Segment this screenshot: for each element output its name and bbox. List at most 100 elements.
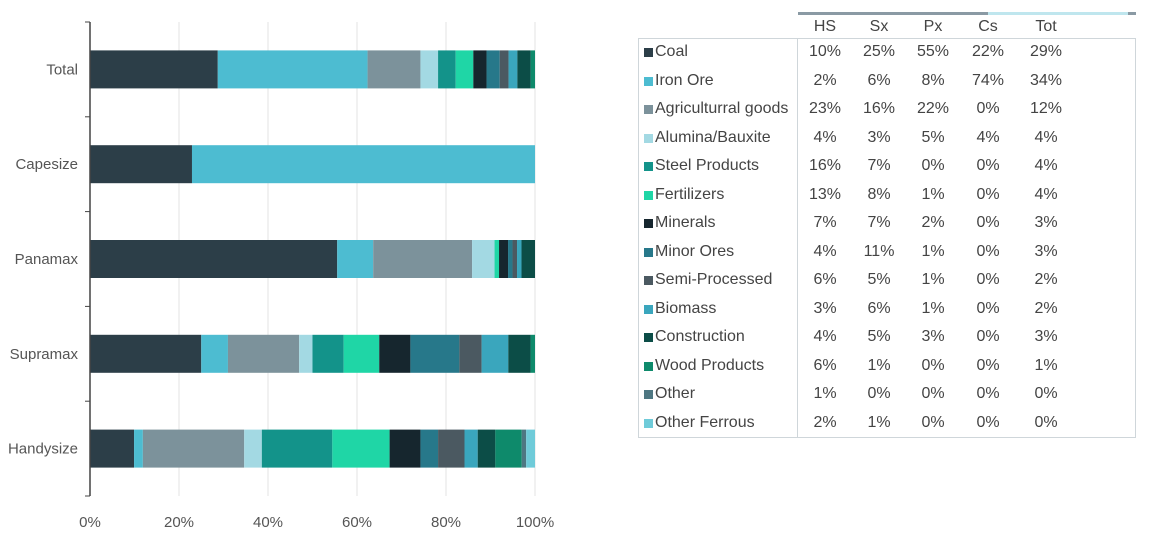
- bar-segment-total-minerals: [473, 50, 487, 89]
- cell-cs: 74%: [971, 71, 1005, 89]
- bar-segment-total-biomass: [508, 50, 518, 89]
- bar-segment-panamax-construction: [521, 240, 535, 278]
- legend-swatch: [644, 276, 653, 285]
- cell-cs: 0%: [976, 242, 1000, 260]
- bar-segment-total-minor-ores: [486, 50, 500, 89]
- legend-swatch: [644, 390, 653, 399]
- column-header-cs: Cs: [978, 18, 998, 35]
- bar-segment-supramax-coal: [90, 334, 202, 373]
- legend-swatch: [644, 247, 653, 257]
- row-label: Other Ferrous: [655, 413, 755, 431]
- cell-px: 0%: [921, 157, 945, 174]
- legend-swatch: [644, 361, 653, 371]
- bar-segment-handysize-agriculturral-goods: [142, 429, 245, 468]
- cell-cs: 0%: [976, 356, 1000, 374]
- bar-segment-supramax-biomass: [481, 334, 509, 373]
- category-label: Supramax: [10, 346, 79, 363]
- category-label: Handysize: [8, 441, 78, 458]
- cell-cs: 0%: [976, 185, 1000, 203]
- cell-hs: 6%: [813, 271, 837, 288]
- cell-cs: 0%: [976, 100, 1000, 117]
- table-row: Agriculturral goods 23% 16% 22% 0% 12%: [638, 96, 1136, 124]
- cell-sx: 5%: [867, 271, 891, 288]
- bar-segment-panamax-coal: [90, 240, 338, 278]
- bar-segment-handysize-other-ferrous: [526, 429, 535, 468]
- x-tick-label: 60%: [342, 514, 372, 531]
- cell-px: 1%: [921, 242, 945, 260]
- row-label: Wood Products: [655, 356, 765, 374]
- table-row: Other Ferrous 2% 1% 0% 0% 0%: [638, 410, 1136, 438]
- table-row: Semi-Processed 6% 5% 1% 0% 2%: [638, 267, 1136, 295]
- cell-cs: 0%: [976, 328, 1000, 345]
- bar-segment-total-coal: [90, 50, 218, 89]
- row-label: Biomass: [655, 299, 717, 317]
- bar-segment-handysize-alumina-bauxite: [244, 429, 262, 468]
- bar-segment-supramax-iron-ore: [201, 334, 228, 373]
- bar-segment-handysize-minerals: [389, 429, 421, 468]
- cell-px: 1%: [921, 185, 945, 203]
- cell-tot: 0%: [1034, 413, 1058, 431]
- bar-segment-capesize-iron-ore: [191, 145, 535, 184]
- legend-swatch: [644, 418, 653, 428]
- row-label: Semi-Processed: [655, 271, 773, 288]
- cell-hs: 4%: [813, 328, 837, 345]
- table-top-rule-accent: [988, 12, 1128, 15]
- bar-segment-supramax-alumina-bauxite: [299, 334, 313, 373]
- bar-segment-handysize-iron-ore: [134, 429, 143, 468]
- legend-swatch: [644, 304, 653, 314]
- category-label: Panamax: [15, 251, 79, 268]
- bar-segment-supramax-semi-processed: [459, 334, 482, 373]
- column-header-tot: Tot: [1035, 18, 1057, 35]
- cell-hs: 23%: [808, 100, 842, 117]
- bar-segment-handysize-biomass: [464, 429, 478, 468]
- bar-segment-total-agriculturral-goods: [367, 50, 421, 89]
- cell-hs: 2%: [813, 71, 837, 89]
- table-frame: [638, 38, 1136, 438]
- bar-segment-total-wood-products: [530, 50, 535, 89]
- legend-swatch: [644, 48, 653, 57]
- bar-segment-capesize-coal: [90, 145, 192, 184]
- bar-segment-handysize-wood-products: [495, 429, 522, 468]
- cell-sx: 7%: [867, 214, 891, 231]
- table-top-rule: [798, 12, 1136, 15]
- x-tick-label: 20%: [164, 514, 194, 531]
- cell-tot: 4%: [1034, 128, 1058, 146]
- bar-segment-panamax-fertilizers: [494, 240, 500, 278]
- cell-sx: 25%: [862, 43, 896, 60]
- bar-segment-supramax-steel-products: [312, 334, 344, 373]
- bar-segment-total-steel-products: [438, 50, 456, 89]
- cell-cs: 0%: [976, 413, 1000, 431]
- row-label: Agriculturral goods: [655, 100, 789, 117]
- cell-tot: 34%: [1029, 71, 1063, 89]
- row-label: Other: [655, 385, 696, 402]
- cell-cs: 22%: [971, 43, 1005, 60]
- stacked-bar-chart: Total Capesize Panamax Supramax Handysize 0% 2…: [8, 21, 554, 531]
- category-label: Total: [46, 61, 78, 78]
- cell-px: 22%: [916, 100, 950, 117]
- x-tick-label: 40%: [253, 514, 283, 531]
- column-header-px: Px: [923, 18, 943, 35]
- cell-tot: 2%: [1034, 299, 1058, 317]
- cell-sx: 6%: [867, 71, 891, 89]
- cell-tot: 3%: [1034, 242, 1058, 260]
- cell-sx: 1%: [867, 413, 891, 431]
- cell-sx: 1%: [867, 356, 891, 374]
- cell-hs: 16%: [808, 157, 842, 174]
- cell-tot: 4%: [1034, 157, 1058, 174]
- row-label: Alumina/Bauxite: [655, 128, 771, 146]
- legend-swatch: [644, 76, 653, 86]
- table-row: Biomass 3% 6% 1% 0% 2%: [638, 296, 1136, 324]
- legend-table: HS Sx Px Cs Tot Coal 10% 25% 55% 22% 29% Iron Ore 2…: [638, 8, 1136, 438]
- cell-cs: 0%: [976, 214, 1000, 231]
- table-row: Construction 4% 5% 3% 0% 3%: [638, 324, 1136, 352]
- bar-segment-handysize-fertilizers: [332, 429, 390, 468]
- bar-segment-total-iron-ore: [217, 50, 368, 89]
- cell-cs: 0%: [976, 385, 1000, 402]
- table-row: Steel Products 16% 7% 0% 0% 4%: [638, 153, 1136, 181]
- bar-segment-panamax-iron-ore: [337, 240, 374, 278]
- cell-cs: 0%: [976, 299, 1000, 317]
- bar-segment-supramax-wood-products: [530, 334, 535, 373]
- cell-cs: 0%: [976, 157, 1000, 174]
- cell-sx: 0%: [867, 385, 891, 402]
- cell-px: 5%: [921, 128, 945, 146]
